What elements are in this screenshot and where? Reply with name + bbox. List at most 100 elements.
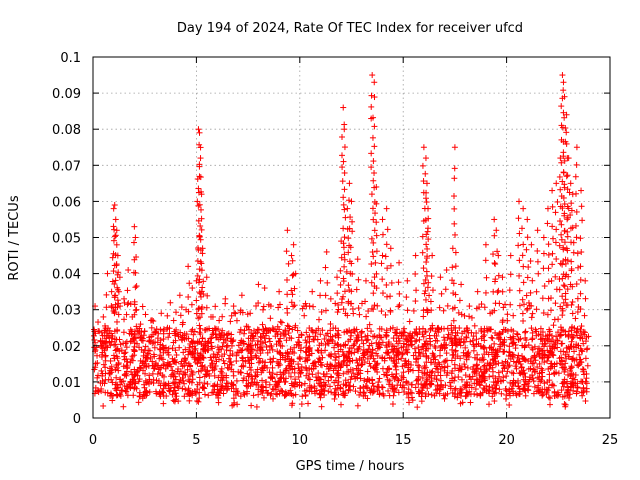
data-point xyxy=(314,336,321,343)
data-point xyxy=(189,326,196,333)
data-point xyxy=(432,337,439,344)
data-point xyxy=(577,276,584,283)
data-point xyxy=(466,373,473,380)
data-point xyxy=(186,348,193,355)
data-point xyxy=(502,358,509,365)
data-point xyxy=(91,326,98,333)
data-point xyxy=(181,357,188,364)
data-point xyxy=(177,329,184,336)
data-point xyxy=(483,274,490,281)
data-point xyxy=(131,352,138,359)
data-point xyxy=(131,366,138,373)
data-point xyxy=(159,356,166,363)
data-point xyxy=(516,302,523,309)
y-tick-label: 0.07 xyxy=(52,159,81,174)
data-point xyxy=(200,384,207,391)
data-point xyxy=(335,334,342,341)
data-point xyxy=(558,354,565,361)
data-point xyxy=(228,361,235,368)
data-point xyxy=(247,342,254,349)
data-point xyxy=(536,360,543,367)
data-point xyxy=(358,361,365,368)
data-point xyxy=(523,306,530,313)
data-point xyxy=(502,301,509,308)
data-point xyxy=(95,319,102,326)
data-point xyxy=(232,310,239,317)
data-point xyxy=(510,383,517,390)
data-point xyxy=(481,332,488,339)
data-point xyxy=(142,377,149,384)
data-point xyxy=(392,374,399,381)
data-point xyxy=(202,342,209,349)
data-point xyxy=(339,152,346,159)
data-point xyxy=(328,389,335,396)
data-point xyxy=(173,309,180,316)
data-point xyxy=(533,288,540,295)
data-point xyxy=(134,327,141,334)
data-points xyxy=(90,72,592,411)
data-point xyxy=(423,306,430,313)
data-point xyxy=(253,403,260,410)
data-point xyxy=(269,364,276,371)
data-point xyxy=(230,337,237,344)
data-point xyxy=(294,327,301,334)
data-point xyxy=(437,274,444,281)
data-point xyxy=(263,378,270,385)
data-point xyxy=(354,359,361,366)
data-point xyxy=(472,386,479,393)
data-point xyxy=(496,300,503,307)
data-point xyxy=(203,274,210,281)
data-point xyxy=(452,263,459,270)
data-point xyxy=(436,304,443,311)
data-point xyxy=(103,304,110,311)
data-point xyxy=(196,129,203,136)
data-point xyxy=(531,368,538,375)
data-point xyxy=(120,403,127,410)
data-point xyxy=(462,344,469,351)
data-point xyxy=(568,200,575,207)
data-point xyxy=(335,342,342,349)
data-point xyxy=(197,258,204,265)
data-point xyxy=(555,370,562,377)
data-point xyxy=(269,374,276,381)
data-point xyxy=(295,361,302,368)
data-point xyxy=(167,299,174,306)
data-point xyxy=(563,389,570,396)
data-point xyxy=(429,287,436,294)
data-point xyxy=(254,366,261,373)
data-point xyxy=(557,324,564,331)
data-point xyxy=(583,385,590,392)
data-point xyxy=(115,367,122,374)
data-point xyxy=(198,226,205,233)
data-point xyxy=(533,306,540,313)
data-point xyxy=(553,180,560,187)
data-point xyxy=(519,353,526,360)
data-point xyxy=(499,317,506,324)
data-point xyxy=(327,295,334,302)
data-point xyxy=(225,355,232,362)
data-point xyxy=(280,329,287,336)
data-point xyxy=(237,339,244,346)
data-point xyxy=(356,391,363,398)
data-point xyxy=(100,313,107,320)
data-point xyxy=(348,332,355,339)
data-point xyxy=(368,235,375,242)
data-point xyxy=(459,399,466,406)
data-point xyxy=(128,331,135,338)
data-point xyxy=(494,289,501,296)
data-point xyxy=(379,231,386,238)
data-point xyxy=(106,339,113,346)
data-point xyxy=(369,134,376,141)
data-point xyxy=(507,301,514,308)
data-point xyxy=(424,245,431,252)
data-point xyxy=(493,389,500,396)
data-point xyxy=(371,227,378,234)
data-point xyxy=(425,355,432,362)
data-point xyxy=(527,289,534,296)
data-point xyxy=(550,235,557,242)
data-point xyxy=(374,369,381,376)
data-point xyxy=(534,247,541,254)
data-point xyxy=(157,393,164,400)
data-point xyxy=(520,279,527,286)
